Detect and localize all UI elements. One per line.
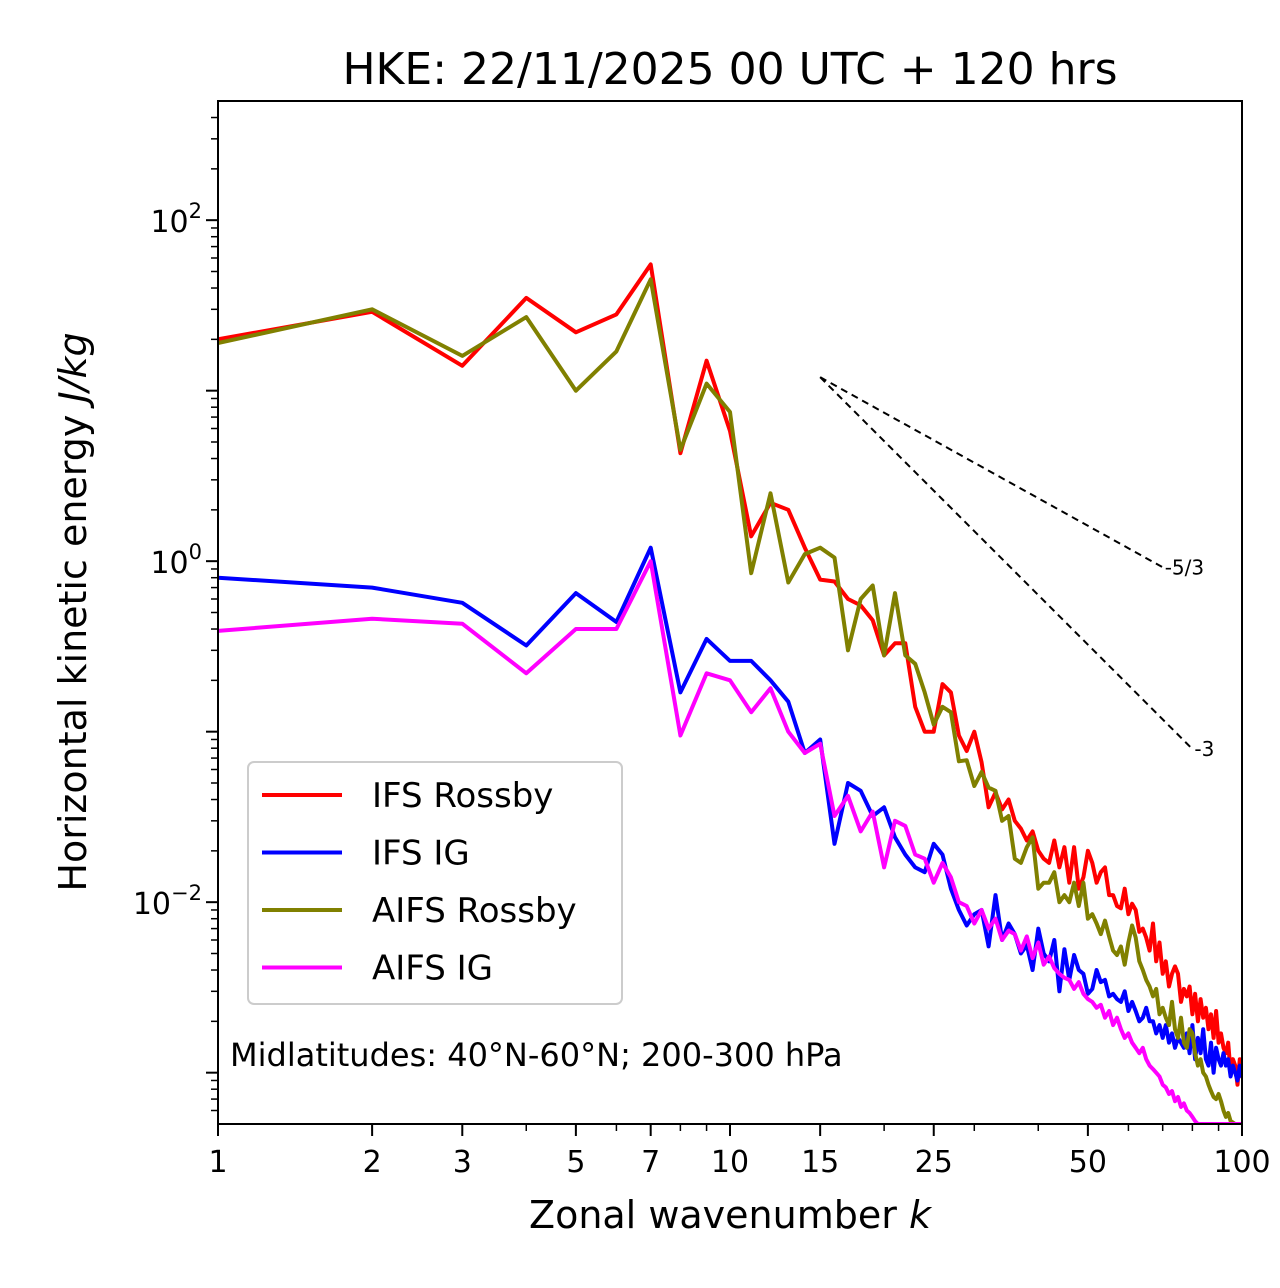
x-tick-label: 5	[566, 1145, 585, 1180]
y-tick-label: 100	[150, 540, 202, 581]
y-tick-base: 10	[150, 546, 188, 581]
x-tick-label: 15	[801, 1145, 839, 1180]
reference-slope-line	[819, 376, 1194, 750]
legend-label: IFS Rossby	[372, 776, 553, 816]
legend-box	[247, 761, 623, 1005]
y-tick-exponent: 0	[189, 540, 202, 564]
x-axis-label-symbol: k	[909, 1193, 933, 1237]
slope-labels: -5/3 -3	[1165, 555, 1215, 761]
legend-items: IFS Rossby IFS IG AIFS Rossby AIFS IG	[262, 776, 577, 989]
legend-label: AIFS Rossby	[372, 891, 577, 931]
series-ifs-ig	[218, 545, 1242, 1083]
x-axis-label-text: Zonal wavenumber	[529, 1193, 909, 1237]
legend: IFS Rossby IFS IG AIFS Rossby AIFS IG	[247, 761, 623, 1005]
x-tick-label: 50	[1069, 1145, 1107, 1180]
series-group	[218, 262, 1242, 1124]
reference-slope-label: -3	[1194, 737, 1214, 761]
y-axis-label-symbol: J/kg	[51, 332, 95, 409]
series-ifs-rossby	[218, 262, 1242, 1087]
x-tick-label: 1	[208, 1145, 227, 1180]
region-annotation: Midlatitudes: 40°N-60°N; 200-300 hPa	[230, 1036, 843, 1074]
x-tick-label: 100	[1213, 1145, 1270, 1180]
minor-ticks	[211, 116, 1220, 1131]
x-axis-label: Zonal wavenumber k	[529, 1193, 933, 1237]
y-axis-label-text: Horizontal kinetic energy	[51, 403, 95, 892]
x-tick-label: 2	[363, 1145, 382, 1180]
x-tick-label: 10	[711, 1145, 749, 1180]
y-tick-base: 10	[133, 887, 171, 922]
series-aifs-ig	[218, 559, 1242, 1124]
reference-slope-line	[819, 376, 1164, 569]
y-tick-exponent: −2	[171, 881, 202, 905]
legend-label: IFS IG	[372, 834, 470, 874]
y-tick-base: 10	[150, 205, 188, 240]
y-tick-label: 102	[150, 199, 202, 240]
reference-slope-label: -5/3	[1165, 555, 1204, 579]
chart-title: HKE: 22/11/2025 00 UTC + 120 hrs	[342, 44, 1117, 95]
y-axis-label: Horizontal kinetic energy J/kg	[51, 332, 95, 891]
x-tick-labels: 1 2 3 5 7 10 15 25 50 100	[208, 1145, 1270, 1180]
major-ticks	[206, 219, 1243, 1136]
series-aifs-rossby	[218, 277, 1242, 1124]
plot-area	[218, 262, 1242, 1124]
legend-label: AIFS IG	[372, 949, 493, 989]
y-tick-label: 10−2	[133, 881, 202, 922]
x-tick-label: 25	[915, 1145, 953, 1180]
reference-slopes	[819, 376, 1194, 750]
plot-frame	[217, 100, 1243, 1125]
x-tick-label: 7	[641, 1145, 660, 1180]
y-tick-exponent: 2	[189, 199, 202, 223]
x-tick-label: 3	[453, 1145, 472, 1180]
